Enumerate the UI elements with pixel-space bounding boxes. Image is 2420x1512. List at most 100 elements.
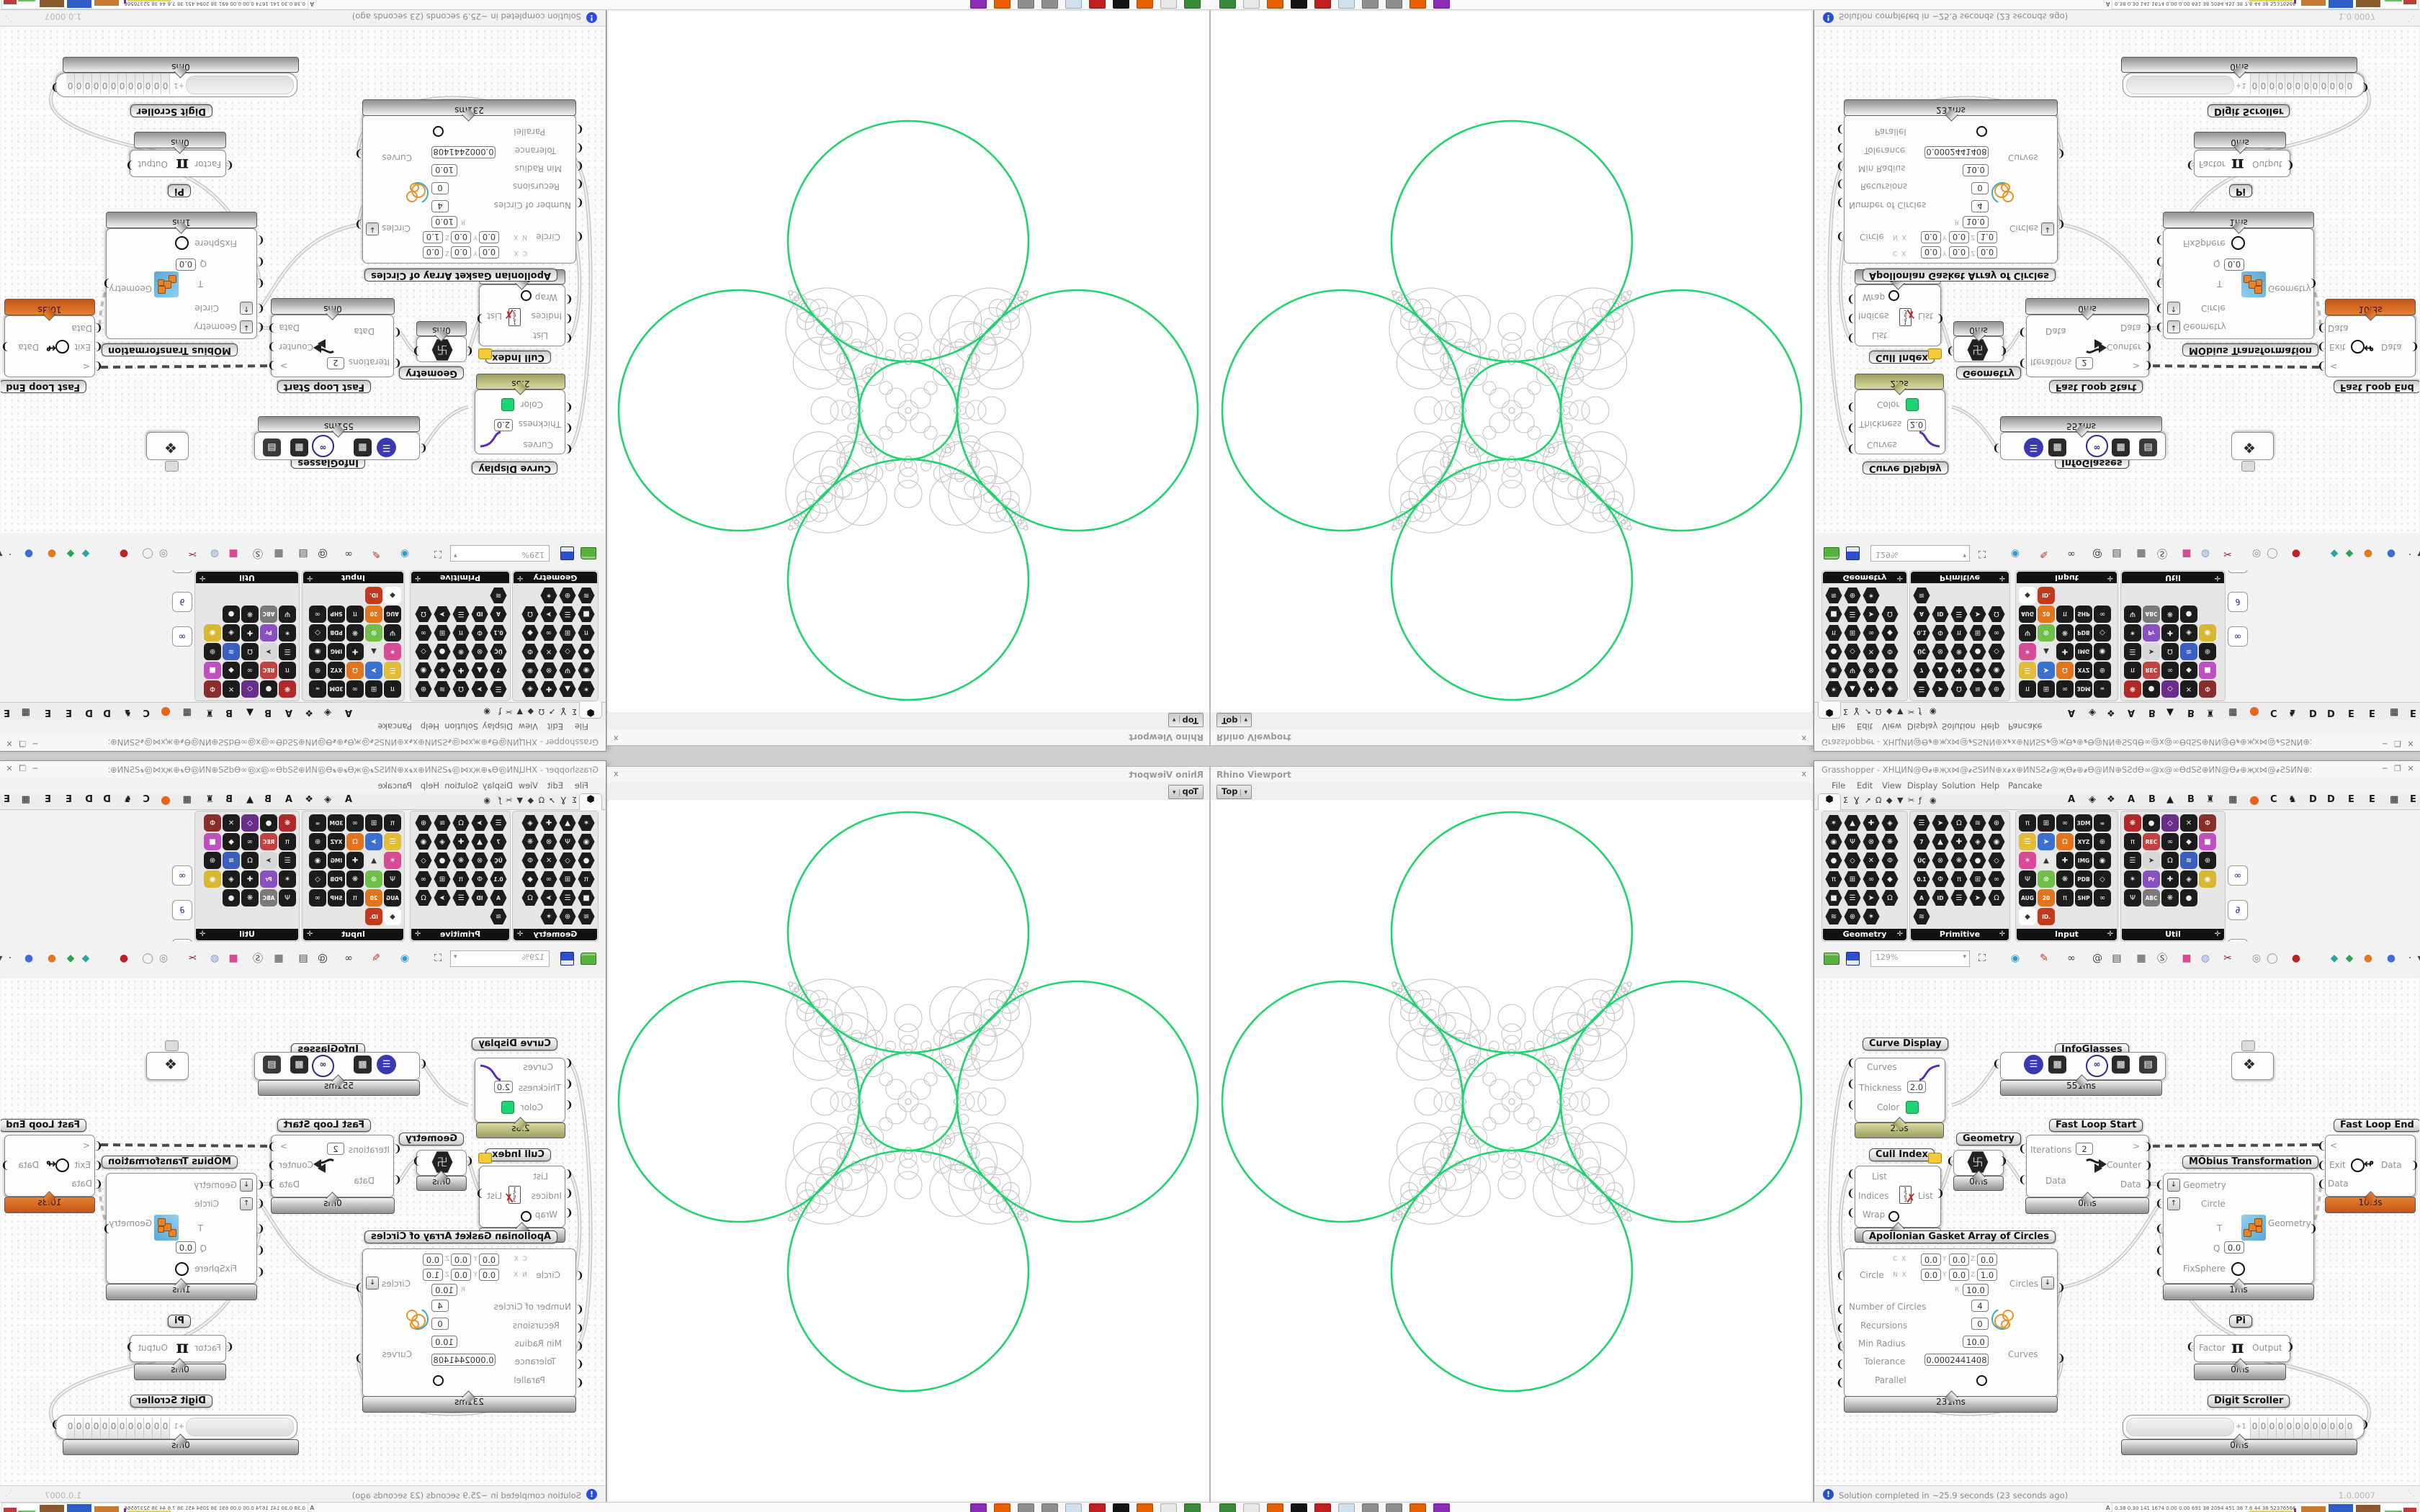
palette-icon-geometry-6[interactable]: ⊗ bbox=[1863, 662, 1880, 679]
digit-cell-6[interactable]: 0 bbox=[2302, 1418, 2311, 1439]
digit-cell-9[interactable]: 0 bbox=[2328, 1418, 2336, 1439]
infoglasses-grid2-icon[interactable]: ▦ bbox=[290, 1056, 308, 1074]
tab-letter-0[interactable]: A bbox=[344, 794, 352, 805]
flatten-icon[interactable]: ↓ bbox=[2041, 1277, 2054, 1290]
palette-icon-util-0[interactable]: ❋ bbox=[279, 680, 296, 698]
tab-letter-12[interactable]: D bbox=[103, 707, 111, 718]
palette-category-util[interactable]: Util ✛ bbox=[2122, 572, 2224, 583]
tab-icon-3[interactable]: Ω bbox=[538, 707, 544, 716]
palette-icon-util-12[interactable]: Ω bbox=[241, 643, 259, 660]
node-label-geometry[interactable]: Geometry bbox=[399, 366, 464, 379]
palette-icon-input-9[interactable]: ⊕ bbox=[309, 662, 326, 679]
parallel-toggle[interactable] bbox=[433, 126, 444, 137]
palette-icon-geometry-15[interactable]: ◆ bbox=[1881, 624, 1899, 642]
gh-canvas[interactable]: Curve Display ❨ ❨ ❨ Curves Thickness 2.0… bbox=[1, 978, 605, 1485]
taskbar-app-icon-5[interactable] bbox=[1338, 0, 1355, 9]
iterations-value[interactable]: 2 bbox=[2076, 1143, 2093, 1155]
palette-icon-util-2[interactable]: ◇ bbox=[241, 814, 259, 832]
palette-category-input[interactable]: Input ✛ bbox=[303, 929, 403, 940]
grasshopper-title-bar[interactable]: Grasshopper - XHЦИN@Ѳ҂⊕җx⋈@҂ƧЅИN⊕x҂x⊕ИNЅ… bbox=[0, 761, 606, 778]
palette-icon-util-5[interactable]: π bbox=[279, 662, 296, 679]
palette-icon-primitive-18[interactable]: ⊞ bbox=[1969, 870, 1986, 888]
palette-icon-geometry-20[interactable]: ≋ bbox=[1825, 587, 1842, 604]
palette-icon-util-10[interactable]: ☰ bbox=[2124, 852, 2141, 869]
menu-pancake[interactable]: Pancake bbox=[2008, 721, 2043, 732]
viewport-tab-top[interactable]: Top▾ bbox=[1168, 785, 1204, 799]
tab-letter-15[interactable]: E bbox=[45, 794, 51, 805]
node-label-digit-scroller[interactable]: Digit Scroller bbox=[130, 104, 212, 117]
palette-icon-primitive-24[interactable]: Ω bbox=[415, 606, 432, 623]
digit-cell-1[interactable]: 0 bbox=[153, 73, 161, 94]
r-value[interactable]: 10.0 bbox=[1963, 1284, 1989, 1296]
palette-icon-input-13[interactable]: IMG bbox=[2075, 643, 2092, 660]
tab-letter-14[interactable]: E bbox=[66, 794, 72, 805]
palette-icon-input-3[interactable]: 3DM bbox=[328, 814, 345, 832]
palette-icon-util-0[interactable]: ❋ bbox=[2124, 680, 2141, 698]
digit-cell-10[interactable]: 0 bbox=[75, 1418, 84, 1439]
menu-edit[interactable]: Edit bbox=[1857, 721, 1873, 732]
digit-cell-3[interactable]: 0 bbox=[2276, 1418, 2285, 1439]
palette-icon-input-17[interactable]: ❋ bbox=[2056, 624, 2074, 642]
user-object-icon-0[interactable]: ∞ bbox=[172, 865, 192, 886]
tab-letter-17[interactable]: E bbox=[4, 794, 10, 805]
viewport-canvas[interactable] bbox=[1211, 12, 1811, 712]
taskbar-app-icon-8[interactable] bbox=[994, 0, 1010, 9]
palette-icon-geometry-0[interactable]: ✶ bbox=[1825, 814, 1842, 832]
palette-icon-input-25[interactable]: ◆ bbox=[2019, 908, 2036, 925]
taskbar-app-icon-4[interactable] bbox=[1089, 0, 1106, 9]
palette-icon-geometry-8[interactable]: ● bbox=[578, 643, 595, 660]
palette-icon-primitive-20[interactable]: A bbox=[1913, 889, 1930, 906]
n-z[interactable]: 1.0 bbox=[423, 231, 443, 243]
tab-letter-6[interactable]: B bbox=[225, 707, 233, 718]
recursions[interactable]: 0 bbox=[431, 1318, 449, 1330]
tab-letter-14[interactable]: E bbox=[2348, 707, 2354, 718]
palette-icon-geometry-7[interactable]: ❋ bbox=[521, 662, 539, 679]
palette-icon-primitive-25[interactable]: ≋ bbox=[1913, 587, 1930, 604]
palette-icon-primitive-0[interactable]: ☰ bbox=[490, 814, 507, 832]
node-label-apollonian[interactable]: Apollonian Gasket Array of Circles bbox=[1863, 269, 2056, 282]
palette-icon-input-6[interactable]: ➤ bbox=[2038, 662, 2055, 679]
palette-icon-geometry-3[interactable]: ◈ bbox=[521, 814, 539, 832]
mention-icon[interactable]: @ bbox=[2092, 548, 2102, 559]
viewport-tab-top[interactable]: Top▾ bbox=[1216, 785, 1252, 799]
mention-icon[interactable]: @ bbox=[318, 548, 328, 559]
palette-icon-geometry-6[interactable]: ⊗ bbox=[540, 833, 557, 850]
node-puzzle[interactable] bbox=[2231, 1052, 2274, 1080]
palette-icon-util-1[interactable]: ● bbox=[260, 814, 277, 832]
sketch-pen-icon[interactable]: ✎ bbox=[2040, 548, 2048, 559]
palette-icon-geometry-10[interactable]: ✕ bbox=[540, 643, 557, 660]
palette-icon-util-18[interactable]: ◈ bbox=[2180, 870, 2197, 888]
flatten-icon[interactable]: ↓ bbox=[366, 222, 379, 235]
viewport-title-bar[interactable]: Rhino Viewport x bbox=[1211, 767, 1813, 783]
parallel-toggle[interactable] bbox=[1976, 126, 1987, 137]
palette-icon-input-16[interactable]: ⊗ bbox=[365, 624, 382, 642]
tab-letter-14[interactable]: E bbox=[66, 707, 72, 718]
number-of-circles[interactable]: 4 bbox=[1971, 200, 1989, 212]
parallel-toggle[interactable] bbox=[1976, 1375, 1987, 1386]
palette-icon-input-4[interactable]: ∞ bbox=[309, 814, 326, 832]
palette-icon-util-15[interactable]: ✶ bbox=[2124, 870, 2141, 888]
ring-icon[interactable]: ◎ bbox=[2251, 953, 2262, 964]
iterations-value[interactable]: 2 bbox=[327, 357, 344, 369]
zoom-level-box[interactable]: 129% ▾ bbox=[450, 545, 550, 562]
save-file-icon[interactable] bbox=[1845, 546, 1860, 562]
dna-icon[interactable]: ✂ bbox=[188, 953, 197, 964]
digit-cell-0[interactable]: 0 bbox=[161, 73, 170, 94]
digit-cell-10[interactable]: 0 bbox=[75, 73, 84, 94]
palette-icon-primitive-9[interactable]: ◉ bbox=[1988, 662, 2005, 679]
palette-icon-input-19[interactable]: ◇ bbox=[309, 870, 326, 888]
gha-icon[interactable]: ▦ bbox=[2136, 953, 2146, 964]
node-label-fast-loop-start[interactable]: Fast Loop Start bbox=[277, 380, 371, 393]
n-z[interactable]: 1.0 bbox=[1977, 231, 1997, 243]
palette-icon-input-2[interactable]: ∞ bbox=[346, 814, 364, 832]
tab-letter-10[interactable]: C bbox=[143, 707, 150, 718]
palette-icon-primitive-9[interactable]: ◉ bbox=[1988, 833, 2005, 850]
node-label-mobius[interactable]: MÖbius Transformation bbox=[101, 1156, 238, 1169]
palette-icon-input-6[interactable]: ➤ bbox=[365, 833, 382, 850]
palette-icon-input-12[interactable]: ✚ bbox=[2056, 643, 2074, 660]
gha-icon[interactable]: ▦ bbox=[2136, 548, 2146, 559]
gh-canvas[interactable]: Curve Display ❨ ❨ ❨ Curves Thickness 2.0… bbox=[1815, 978, 2419, 1485]
palette-icon-primitive-1[interactable]: ➤ bbox=[1932, 680, 1949, 698]
palette-icon-util-6[interactable]: REC bbox=[260, 662, 277, 679]
taskbar-app-icon-8[interactable] bbox=[1410, 0, 1426, 9]
